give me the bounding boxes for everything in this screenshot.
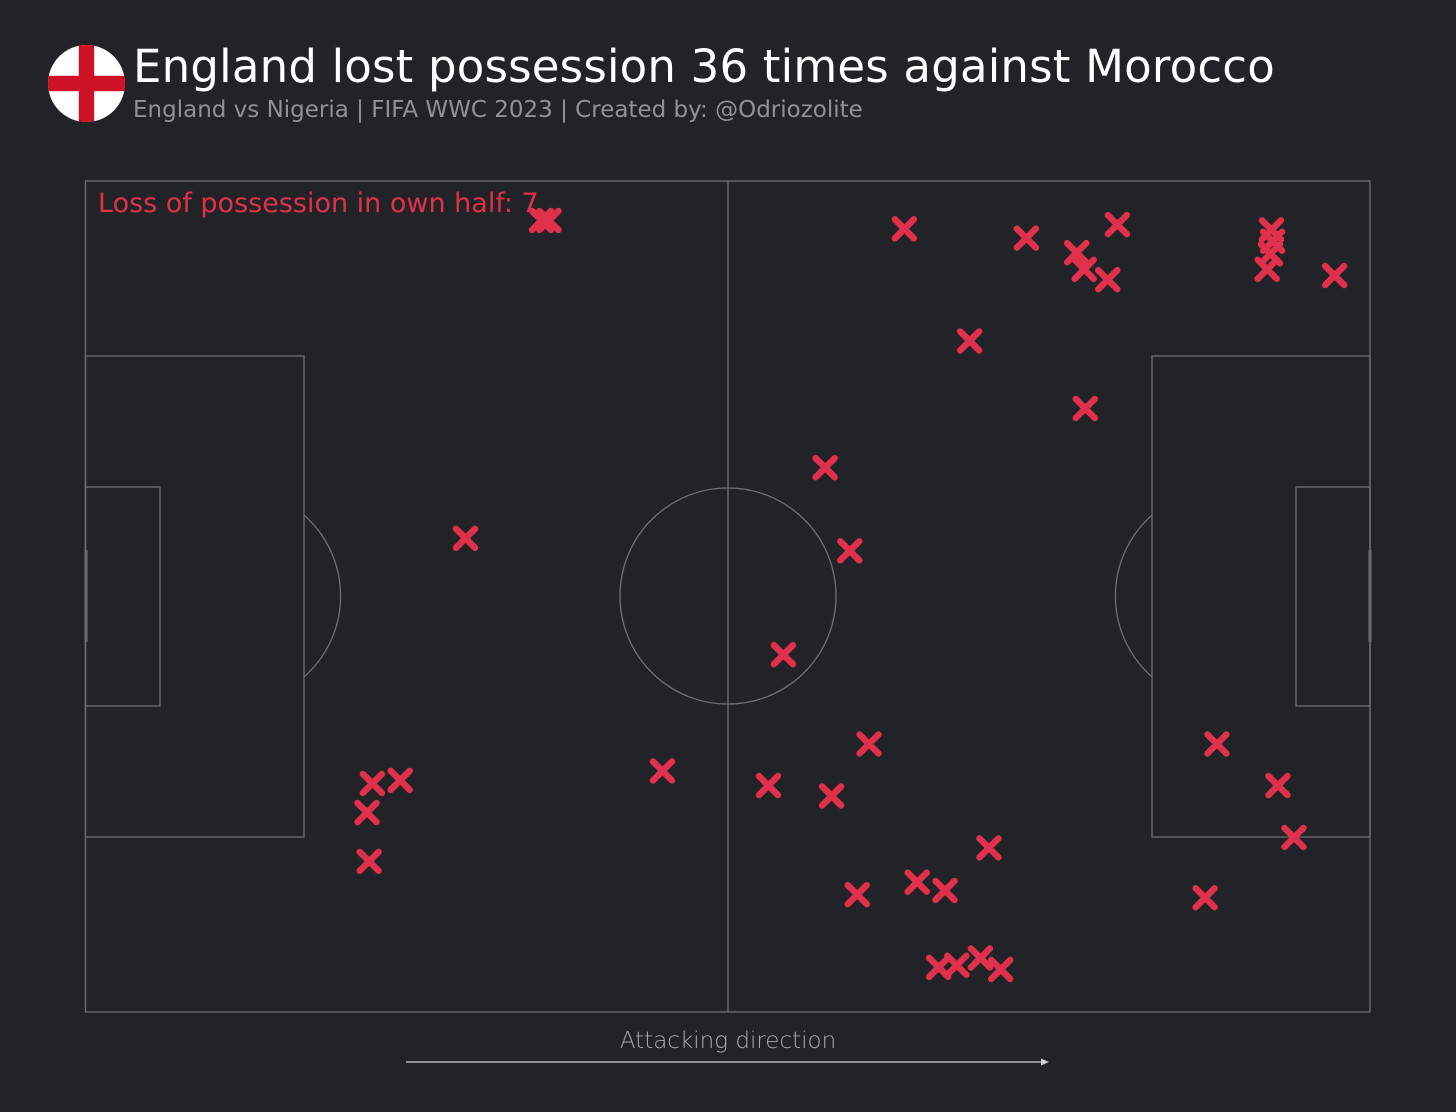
loss-marker-7 (356, 848, 382, 875)
loss-marker-12 (1063, 239, 1090, 266)
loss-marker-31 (976, 835, 1002, 861)
loss-marker-32 (844, 881, 871, 908)
loss-marker-5 (354, 799, 380, 826)
loss-marker-2 (536, 207, 562, 234)
england-flag-icon (48, 45, 125, 122)
loss-marker-37 (967, 945, 994, 971)
loss-marker-4 (359, 770, 386, 797)
center-circle (619, 487, 837, 705)
loss-marker-34 (932, 877, 958, 904)
loss-marker-39 (925, 954, 952, 981)
loss-marker-21 (1072, 395, 1099, 422)
left-penalty-box (84, 355, 305, 838)
loss-marker-14 (1095, 266, 1121, 293)
loss-marker-29 (1265, 772, 1291, 799)
pitch-lines (84, 180, 1371, 1013)
right-penalty-box (1151, 355, 1371, 838)
loss-marker-9 (891, 216, 918, 242)
loss-marker-8 (649, 758, 676, 784)
loss-marker-18 (1254, 256, 1280, 283)
loss-marker-23 (837, 538, 863, 564)
loss-marker-13 (1071, 256, 1097, 283)
chart-subtitle: England vs Nigeria | FIFA WWC 2023 | Cre… (133, 97, 863, 123)
attacking-direction-label: Attacking direction (619, 1028, 837, 1054)
own-half-annotation: Loss of possession in own half: 7 (98, 188, 539, 219)
loss-marker-38 (987, 956, 1014, 983)
loss-marker-33 (904, 869, 930, 895)
loss-markers (354, 207, 1348, 983)
chart-title: England lost possession 36 times against… (133, 40, 1275, 93)
left-penalty-arc (303, 514, 342, 678)
loss-marker-19 (1321, 262, 1348, 289)
loss-marker-24 (770, 641, 797, 668)
loss-marker-20 (956, 328, 983, 354)
loss-marker-28 (1204, 731, 1230, 757)
loss-marker-6 (387, 767, 413, 794)
loss-marker-3 (452, 525, 479, 552)
right-six-yard-box (1295, 486, 1371, 707)
loss-marker-1 (528, 207, 555, 234)
loss-marker-11 (1104, 211, 1131, 238)
loss-marker-35 (1192, 884, 1218, 911)
direction-arrow-head-icon (1041, 1058, 1049, 1066)
loss-marker-26 (755, 772, 782, 799)
loss-marker-22 (812, 454, 838, 481)
right-penalty-arc (1114, 514, 1153, 678)
loss-marker-27 (818, 783, 845, 809)
loss-marker-10 (1013, 225, 1040, 251)
loss-marker-25 (856, 731, 882, 757)
left-six-yard-box (84, 486, 161, 707)
loss-marker-30 (1281, 824, 1307, 851)
